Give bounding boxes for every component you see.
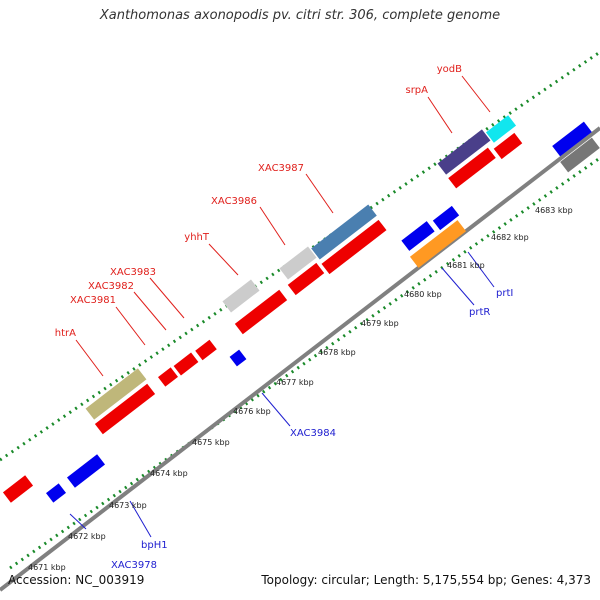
gene-label-XAC3981: XAC3981: [70, 295, 116, 306]
gene-label-XAC3978: XAC3978: [111, 560, 157, 571]
label-leader-line: [467, 251, 495, 288]
label-leader-line: [305, 173, 334, 214]
gene-label-XAC3987: XAC3987: [258, 163, 304, 174]
scale-label: 4679 kbp: [361, 319, 399, 328]
gene-block: [287, 262, 325, 296]
gene-htrA: [85, 368, 147, 420]
gene-block: [158, 367, 178, 387]
label-leader-line: [427, 96, 453, 134]
gene-block: [493, 132, 523, 160]
gene-XAC3987: [311, 204, 377, 260]
topology-label: Topology: circular; Length: 5,175,554 bp…: [261, 573, 591, 587]
label-leader-line: [115, 306, 146, 346]
gene-label-htrA: htrA: [55, 328, 76, 339]
scale-label: 4682 kbp: [491, 233, 529, 242]
gene-block: [448, 147, 496, 189]
label-leader-line: [261, 392, 291, 427]
gene-label-yodB: yodB: [437, 64, 462, 75]
gene-label-srpA: srpA: [405, 85, 428, 96]
gene-label-XAC3983: XAC3983: [110, 267, 156, 278]
label-leader-line: [208, 243, 239, 276]
gene-block: [94, 383, 156, 435]
gene-label-XAC3984: XAC3984: [290, 428, 336, 439]
scale-label: 4674 kbp: [150, 469, 188, 478]
label-leader-line: [129, 500, 152, 538]
scale-label: 4678 kbp: [318, 348, 356, 357]
gene-label-bpH1: bpH1: [141, 540, 168, 551]
scale-label: 4671 kbp: [28, 563, 66, 572]
gene-label-XAC3986: XAC3986: [211, 196, 257, 207]
gene-block: [432, 205, 460, 231]
map-title: Xanthomonas axonopodis pv. citri str. 30…: [99, 8, 501, 23]
gene-label-prtI: prtI: [496, 288, 513, 299]
gene-block: [46, 483, 66, 503]
gene-prtR: [409, 220, 467, 268]
gc-track-inner: [9, 156, 600, 570]
gene-label-yhhT: yhhT: [184, 232, 210, 243]
scale-label: 4680 kbp: [404, 290, 442, 299]
scale-label: 4683 kbp: [535, 206, 573, 215]
label-leader-line: [133, 291, 167, 331]
gene-block: [560, 137, 600, 173]
gene-block: [2, 475, 34, 503]
gene-label-XAC3982: XAC3982: [88, 281, 134, 292]
scale-label: 4673 kbp: [109, 501, 147, 510]
gene-block: [173, 352, 199, 376]
label-leader-line: [69, 513, 87, 530]
accession-label: Accession: NC_003919: [8, 573, 145, 587]
scale-label: 4676 kbp: [233, 407, 271, 416]
gene-block: [229, 349, 247, 367]
gene-block: [552, 121, 592, 157]
scale-label: 4677 kbp: [276, 378, 314, 387]
gene-srpA: [437, 129, 491, 175]
gene-block: [66, 454, 106, 488]
genome-backbone: [0, 126, 600, 592]
label-leader-line: [75, 339, 104, 377]
gene-label-prtR: prtR: [469, 307, 490, 318]
gene-yhhT: [222, 279, 260, 313]
scale-label: 4675 kbp: [192, 438, 230, 447]
gene-block: [234, 289, 288, 335]
label-leader-line: [461, 75, 491, 113]
gene-block: [321, 219, 387, 275]
scale-label: 4672 kbp: [68, 532, 106, 541]
label-leader-line: [149, 277, 185, 319]
gene-yodB: [485, 115, 517, 143]
gene-block: [195, 339, 217, 361]
gc-track-outer: [0, 50, 600, 462]
gene-block: [279, 246, 317, 280]
gene-block: [401, 221, 435, 251]
label-leader-line: [441, 267, 475, 306]
label-leader-line: [259, 206, 286, 246]
scale-label: 4681 kbp: [447, 261, 485, 270]
